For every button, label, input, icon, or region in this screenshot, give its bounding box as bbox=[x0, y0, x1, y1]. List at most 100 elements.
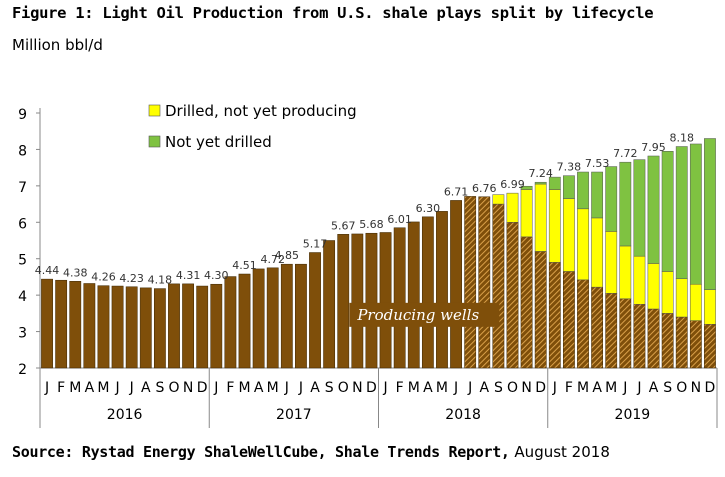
bar-producing bbox=[41, 278, 53, 369]
bar-drilled bbox=[591, 217, 604, 288]
bar-drilled bbox=[563, 198, 575, 272]
source-note: Source: Rystad Energy ShaleWellCube, Sha… bbox=[12, 443, 610, 461]
x-tick-label: O bbox=[338, 380, 349, 396]
y-tick-label: 5 bbox=[18, 253, 27, 269]
x-tick-label: J bbox=[467, 380, 472, 396]
annotation-background bbox=[349, 302, 500, 327]
legend-swatch-drilled bbox=[148, 104, 161, 117]
bar-not-drilled bbox=[689, 143, 702, 285]
bar-producing bbox=[309, 252, 321, 369]
x-tick-label: D bbox=[705, 380, 716, 396]
bar-producing bbox=[704, 324, 716, 369]
bar-drilled bbox=[520, 189, 533, 238]
bar-drilled bbox=[675, 278, 688, 318]
bar-producing bbox=[224, 276, 237, 369]
x-tick-label: J bbox=[453, 380, 458, 396]
x-tick-label: J bbox=[552, 380, 557, 396]
bar-producing bbox=[182, 283, 194, 369]
data-label: 4.44 bbox=[35, 264, 60, 277]
data-label: 4.72 bbox=[260, 253, 285, 266]
x-tick-label: M bbox=[408, 380, 420, 396]
x-tick-label: F bbox=[57, 380, 65, 396]
bar-producing bbox=[55, 279, 68, 369]
bar-not-drilled bbox=[647, 155, 660, 264]
x-tick-label: J bbox=[115, 380, 120, 396]
bar-producing bbox=[534, 251, 547, 369]
source-bold: Source: Rystad Energy ShaleWellCube, Sha… bbox=[12, 443, 510, 461]
x-tick-label: A bbox=[592, 380, 602, 396]
x-tick-label: N bbox=[691, 380, 701, 396]
bar-producing bbox=[295, 263, 307, 369]
x-tick-label: A bbox=[479, 380, 489, 396]
bar-not-drilled bbox=[534, 181, 547, 185]
legend-swatch-not-drilled bbox=[148, 135, 161, 148]
bar-producing bbox=[492, 203, 505, 369]
chart-canvas: 2 3 4 5 6 7 8 9 4.44 4.38 4.26 4.23 4.18 4.31 4.304.51… bbox=[18, 102, 718, 428]
data-label: 7.95 bbox=[641, 141, 666, 154]
x-tick-label: M bbox=[436, 380, 448, 396]
data-label: 4.30 bbox=[204, 269, 229, 282]
bar-producing bbox=[210, 283, 223, 369]
bar-producing bbox=[280, 263, 293, 369]
y-tick-label: 9 bbox=[18, 107, 27, 123]
bar-producing bbox=[619, 298, 632, 369]
bar-drilled bbox=[605, 231, 618, 294]
bar-drilled bbox=[619, 245, 632, 300]
bar-producing bbox=[661, 313, 674, 369]
x-tick-label: A bbox=[310, 380, 320, 396]
x-tick-label: M bbox=[97, 380, 109, 396]
bar-drilled bbox=[647, 263, 660, 310]
bar-producing bbox=[520, 236, 533, 369]
bar-producing bbox=[563, 271, 575, 369]
data-label: 7.24 bbox=[528, 167, 553, 180]
bar-producing bbox=[647, 308, 660, 369]
data-label: 4.18 bbox=[148, 274, 173, 287]
bar-producing bbox=[591, 286, 604, 369]
x-tick-label: N bbox=[352, 380, 362, 396]
data-label: 4.51 bbox=[232, 259, 257, 272]
bar-producing bbox=[436, 211, 448, 369]
bar-producing bbox=[605, 293, 618, 369]
bar-producing bbox=[83, 283, 96, 369]
x-tick-label: S bbox=[494, 380, 503, 396]
source-date: August 2018 bbox=[509, 443, 610, 461]
bar-producing bbox=[689, 320, 702, 369]
x-tick-label: F bbox=[565, 380, 573, 396]
bar-producing bbox=[111, 285, 124, 369]
bar-producing bbox=[266, 267, 279, 369]
bar-producing bbox=[337, 234, 350, 369]
x-tick-label: M bbox=[267, 380, 279, 396]
x-tick-label: D bbox=[366, 380, 377, 396]
bar-producing bbox=[351, 233, 364, 369]
bar-not-drilled bbox=[548, 176, 561, 190]
bar-drilled bbox=[577, 208, 589, 281]
bar-drilled bbox=[633, 255, 646, 305]
legend-label-drilled: Drilled, not yet producing bbox=[165, 102, 357, 120]
bar-producing bbox=[125, 286, 138, 369]
legend-label-not-drilled: Not yet drilled bbox=[165, 133, 272, 151]
data-label: 6.99 bbox=[500, 178, 525, 191]
bar-drilled bbox=[704, 289, 716, 325]
bar-not-drilled bbox=[633, 159, 646, 257]
x-tick-label: D bbox=[197, 380, 208, 396]
bar-producing bbox=[675, 316, 688, 369]
bar-producing bbox=[196, 285, 209, 369]
bar-not-drilled bbox=[675, 146, 688, 279]
plot-area: 2 3 4 5 6 7 8 9 4.44 4.38 4.26 4.23 4.18 4.31 4.304.51… bbox=[18, 102, 718, 428]
bar-producing bbox=[323, 240, 336, 369]
x-tick-label: N bbox=[521, 380, 531, 396]
x-tick-label: M bbox=[238, 380, 250, 396]
bar-not-drilled bbox=[577, 171, 589, 210]
x-tick-label: J bbox=[382, 380, 387, 396]
bar-producing bbox=[379, 232, 392, 369]
bar-producing bbox=[168, 283, 180, 369]
x-tick-label: M bbox=[605, 380, 617, 396]
bar-not-drilled bbox=[605, 166, 618, 232]
data-label: 5.67 bbox=[331, 219, 356, 232]
data-label: 6.01 bbox=[387, 213, 412, 226]
bar-drilled bbox=[492, 194, 505, 205]
x-tick-label: J bbox=[298, 380, 303, 396]
bar-producing bbox=[421, 216, 434, 369]
bar-not-drilled bbox=[520, 185, 533, 190]
data-label: 7.38 bbox=[557, 161, 582, 174]
